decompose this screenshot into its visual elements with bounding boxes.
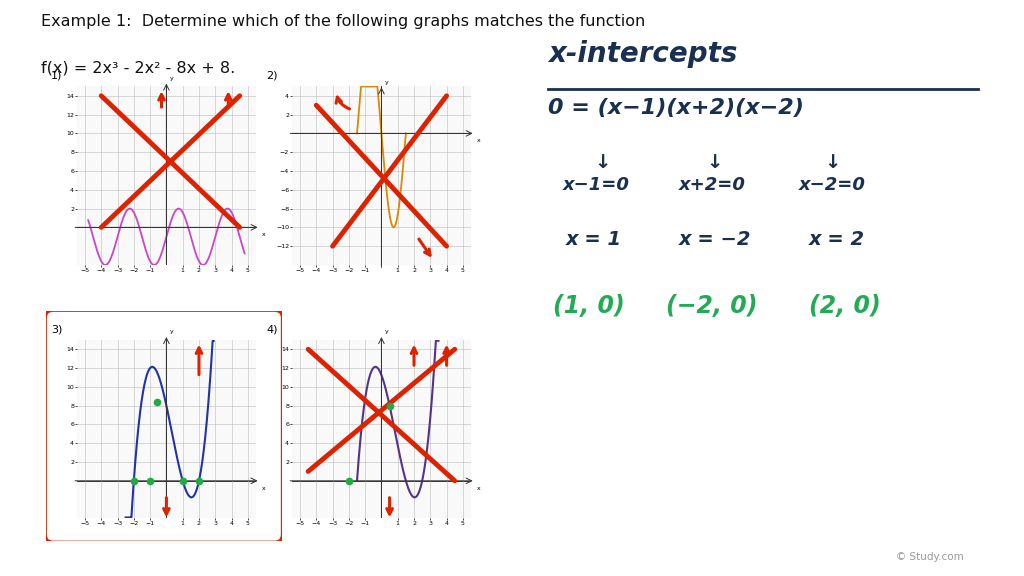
Text: 3): 3)	[51, 324, 62, 334]
Text: 0 = (x−1)(x+2)(x−2): 0 = (x−1)(x+2)(x−2)	[548, 98, 804, 118]
Text: x: x	[477, 486, 481, 491]
Text: x−2=0: x−2=0	[799, 176, 865, 194]
Text: 1): 1)	[51, 71, 62, 81]
Text: ↓: ↓	[707, 153, 723, 172]
Text: ↓: ↓	[824, 153, 841, 172]
Text: 4): 4)	[266, 324, 278, 334]
Text: x: x	[262, 486, 266, 491]
Text: y: y	[385, 329, 388, 334]
Text: x-intercepts: x-intercepts	[548, 40, 737, 69]
Text: y: y	[170, 329, 173, 334]
Text: © Study.com: © Study.com	[896, 552, 964, 562]
Text: x = 2: x = 2	[809, 230, 865, 249]
Text: f(x) = 2x³ - 2x² - 8x + 8.: f(x) = 2x³ - 2x² - 8x + 8.	[41, 60, 236, 75]
Text: x = −2: x = −2	[679, 230, 752, 249]
Text: x: x	[477, 138, 481, 143]
Text: (2, 0): (2, 0)	[809, 294, 881, 318]
Text: 2): 2)	[266, 71, 278, 81]
Text: Example 1:  Determine which of the following graphs matches the function: Example 1: Determine which of the follow…	[41, 14, 645, 29]
Text: x: x	[262, 232, 266, 237]
Text: (1, 0): (1, 0)	[553, 294, 625, 318]
Text: ↓: ↓	[594, 153, 610, 172]
Text: x = 1: x = 1	[566, 230, 623, 249]
Text: (−2, 0): (−2, 0)	[666, 294, 757, 318]
Text: x−1=0: x−1=0	[563, 176, 630, 194]
Text: y: y	[385, 79, 388, 85]
Text: x+2=0: x+2=0	[679, 176, 745, 194]
Text: y: y	[170, 76, 173, 81]
